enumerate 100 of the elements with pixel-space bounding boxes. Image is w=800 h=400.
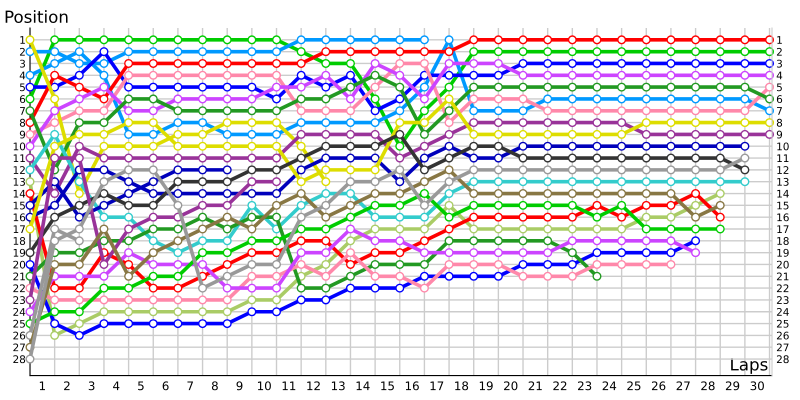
point bbox=[247, 35, 256, 44]
point bbox=[148, 177, 158, 186]
point bbox=[296, 130, 306, 139]
point bbox=[148, 130, 158, 139]
point bbox=[321, 236, 330, 246]
point bbox=[642, 118, 651, 128]
point bbox=[247, 142, 256, 151]
y-tick-label: 21 bbox=[13, 272, 25, 280]
point bbox=[346, 272, 355, 281]
point bbox=[346, 47, 355, 56]
point bbox=[469, 58, 478, 68]
point bbox=[25, 224, 35, 234]
point bbox=[99, 106, 108, 116]
point bbox=[740, 47, 750, 56]
point bbox=[124, 224, 134, 234]
point bbox=[346, 189, 355, 198]
x-tick-label: 21 bbox=[528, 381, 542, 390]
point bbox=[642, 94, 651, 104]
point bbox=[666, 82, 676, 92]
point bbox=[222, 154, 232, 163]
point bbox=[321, 248, 330, 258]
point bbox=[173, 248, 182, 258]
point bbox=[518, 165, 528, 174]
point bbox=[321, 130, 330, 139]
point bbox=[198, 130, 208, 139]
point bbox=[469, 177, 478, 186]
point bbox=[518, 248, 528, 258]
point bbox=[272, 260, 282, 269]
point bbox=[666, 106, 676, 116]
point bbox=[469, 47, 478, 56]
point bbox=[296, 58, 306, 68]
point bbox=[370, 106, 380, 116]
point bbox=[494, 189, 503, 198]
point bbox=[74, 236, 84, 246]
y2-tick-label: 19 bbox=[777, 248, 789, 257]
point bbox=[395, 284, 404, 293]
point bbox=[50, 70, 60, 80]
point bbox=[222, 189, 232, 198]
point bbox=[469, 106, 478, 116]
point bbox=[222, 142, 232, 151]
point bbox=[198, 118, 208, 128]
point bbox=[346, 248, 355, 258]
point bbox=[296, 189, 306, 198]
point bbox=[198, 260, 208, 269]
point bbox=[568, 224, 577, 234]
point bbox=[395, 82, 404, 92]
point bbox=[346, 142, 355, 151]
point bbox=[716, 189, 725, 198]
point bbox=[321, 177, 330, 186]
point bbox=[173, 260, 182, 269]
point bbox=[370, 236, 380, 246]
point bbox=[518, 236, 528, 246]
point bbox=[691, 35, 700, 44]
point bbox=[148, 70, 158, 80]
point bbox=[148, 284, 158, 293]
point bbox=[617, 248, 626, 258]
point bbox=[99, 118, 108, 128]
y2-tick-label: 10 bbox=[777, 142, 789, 150]
point bbox=[99, 35, 108, 44]
point bbox=[543, 35, 552, 44]
point bbox=[444, 47, 454, 56]
point bbox=[321, 272, 330, 281]
point bbox=[198, 82, 208, 92]
point bbox=[592, 82, 602, 92]
point bbox=[247, 307, 256, 316]
point bbox=[494, 70, 503, 80]
y2-tick-label: 13 bbox=[777, 178, 789, 186]
point bbox=[592, 35, 602, 44]
point bbox=[25, 295, 35, 304]
point bbox=[148, 248, 158, 258]
point bbox=[74, 82, 84, 92]
point bbox=[395, 106, 404, 116]
point bbox=[395, 130, 404, 139]
point bbox=[50, 130, 60, 139]
point bbox=[222, 319, 232, 328]
point bbox=[99, 319, 108, 328]
point bbox=[494, 35, 503, 44]
point bbox=[420, 284, 429, 293]
point bbox=[198, 47, 208, 56]
point bbox=[124, 82, 134, 92]
point bbox=[592, 58, 602, 68]
point bbox=[469, 224, 478, 234]
point bbox=[494, 165, 503, 174]
point bbox=[420, 248, 429, 258]
point bbox=[740, 35, 750, 44]
point bbox=[617, 200, 626, 210]
x-tick-label: 22 bbox=[553, 381, 566, 390]
y2-tick-label: 14 bbox=[777, 190, 789, 198]
point bbox=[370, 212, 380, 222]
point bbox=[247, 272, 256, 281]
point bbox=[568, 272, 577, 281]
point bbox=[494, 236, 503, 246]
point bbox=[617, 47, 626, 56]
point bbox=[691, 154, 700, 163]
x-tick-label: 11 bbox=[282, 382, 296, 390]
point bbox=[346, 35, 355, 44]
point bbox=[99, 130, 108, 139]
point bbox=[444, 58, 454, 68]
point bbox=[420, 212, 429, 222]
point bbox=[543, 130, 552, 139]
